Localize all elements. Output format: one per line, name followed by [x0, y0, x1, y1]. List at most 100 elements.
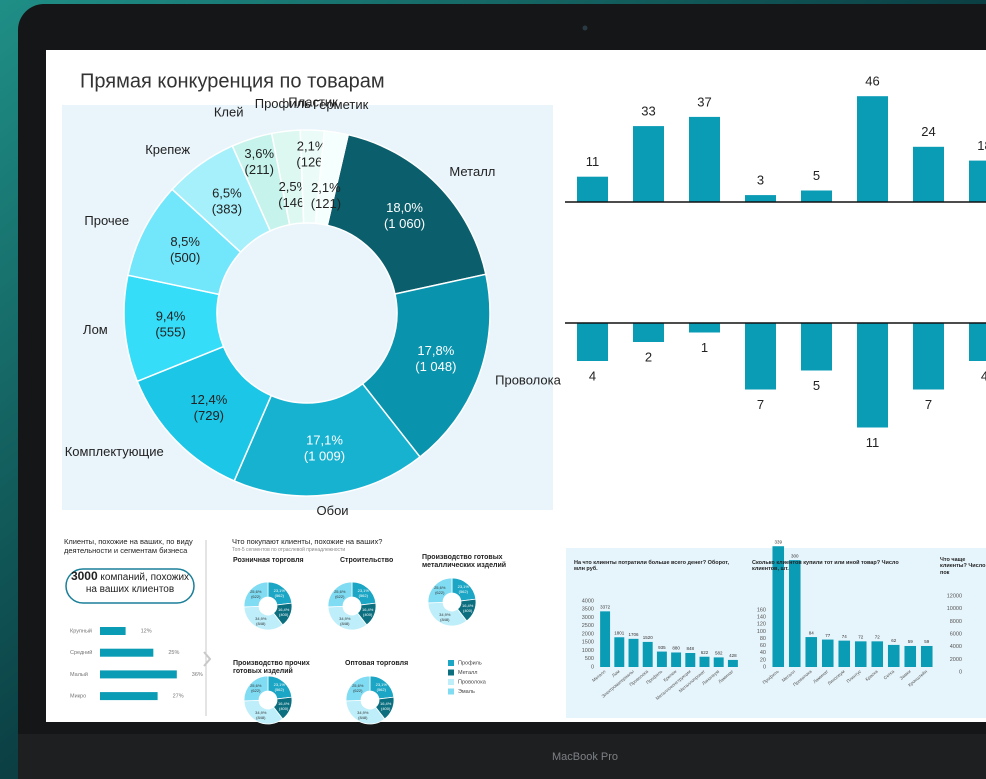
chart-title: Прямая конкуренция по товарам	[80, 70, 385, 92]
bar	[788, 560, 801, 667]
panel-title: Что чаще клиенты? Число пок	[940, 557, 986, 576]
slice-category: Пластик	[288, 95, 338, 110]
bar	[887, 644, 900, 667]
y-tick-label: 2500	[582, 623, 594, 629]
bar	[713, 657, 724, 667]
bar-value-label: 1	[701, 340, 708, 355]
donut-slice	[345, 699, 386, 725]
slice-category: Герметик	[313, 97, 369, 112]
device-label: MacBook Pro	[552, 751, 618, 763]
slice-count: (729)	[194, 408, 224, 423]
bar-value-label: 72	[858, 635, 864, 640]
bar	[633, 126, 664, 202]
legend-swatch	[448, 669, 454, 676]
y-tick-label: 4000	[582, 598, 594, 604]
slice-count: (622)	[353, 688, 363, 693]
slice-category: Крепеж	[145, 142, 190, 157]
donut-slice	[427, 601, 468, 627]
bar	[699, 656, 710, 667]
y-tick-label: 1000	[582, 648, 594, 654]
bar	[913, 323, 944, 390]
bar	[801, 323, 832, 371]
donut-slice	[326, 133, 487, 295]
slice-count: (400)	[363, 612, 373, 617]
slice-percent: 17,8%	[417, 343, 454, 358]
bar-value-label: 18	[977, 138, 986, 153]
bar	[913, 146, 944, 202]
slice-count: (562)	[377, 687, 387, 692]
slice-count: (622)	[251, 688, 261, 693]
bar-value-label: 46	[865, 74, 879, 89]
slice-count: (622)	[335, 594, 345, 599]
y-tick-label: 120	[757, 622, 766, 628]
camera	[582, 25, 588, 31]
legend-label: Профиль	[458, 660, 482, 666]
slice-percent: 8,5%	[170, 234, 200, 249]
slice-percent: 12,4%	[190, 392, 227, 407]
y-tick-label: 6000	[950, 631, 962, 637]
slice-percent: 23,1%	[274, 588, 286, 593]
slice-count: (400)	[381, 706, 391, 711]
bar	[577, 323, 608, 361]
laptop-lip	[18, 734, 986, 779]
slice-percent: 2,1%	[297, 139, 327, 154]
bar	[600, 611, 611, 667]
bar-value-label: 880	[672, 646, 680, 651]
y-tick-label: 160	[757, 607, 766, 613]
bar	[689, 323, 720, 333]
donut-slice	[327, 605, 368, 631]
panel-title: Сколько клиентов купили тот или иной тов…	[752, 560, 899, 573]
y-tick-label: 0	[763, 664, 766, 670]
slice-count: (126)	[296, 155, 326, 170]
y-tick-label: 80	[760, 636, 766, 642]
slice-percent: 9,4%	[156, 308, 186, 323]
callout-box	[65, 568, 195, 604]
bar	[857, 323, 888, 428]
donut-slice	[361, 273, 491, 459]
slice-percent: 25,6%	[434, 585, 446, 590]
legend-swatch	[448, 688, 454, 695]
category-label: Малый	[70, 671, 88, 678]
bar	[969, 160, 986, 202]
slice-count: (146)	[278, 195, 308, 210]
callout-text: компаний, похожих на ваших клиентов	[85, 572, 190, 595]
slice-percent: 16,4%	[278, 701, 290, 706]
slice-percent: 25,6%	[352, 683, 364, 688]
slice-count: (622)	[251, 594, 261, 599]
slice-percent: 6,5%	[212, 185, 242, 200]
bar-value-label: 33	[641, 104, 655, 119]
slice-percent: 34,9%	[255, 616, 267, 621]
y-tick-label: 2000	[582, 631, 594, 637]
donut-slice	[243, 581, 269, 608]
slice-percent: 34,9%	[339, 616, 351, 621]
slice-count: (555)	[155, 324, 185, 339]
y-tick-label: 100	[757, 629, 766, 635]
bar-value-label: 74	[842, 634, 848, 639]
legend-label: Проволока	[458, 679, 487, 685]
bar-value-label: 36%	[192, 672, 203, 678]
x-tick-label: Лом	[611, 669, 621, 678]
slice-count: (562)	[359, 593, 369, 598]
slice-percent: 16,4%	[380, 701, 392, 706]
slice-count: (1 048)	[415, 359, 456, 374]
slice-count: (848)	[256, 621, 266, 626]
slice-category: Клей	[214, 104, 244, 119]
bar-value-label: 77	[825, 633, 831, 638]
slice-count: (383)	[212, 201, 242, 216]
bar-value-label: 2	[645, 349, 652, 364]
slice-percent: 23,1%	[358, 588, 370, 593]
bar	[100, 692, 158, 701]
bar-value-label: 62	[891, 638, 897, 643]
y-tick-label: 500	[585, 656, 594, 662]
bar-value-label: 4	[981, 368, 986, 383]
legend-swatch	[448, 660, 454, 666]
slice-category: Металл	[449, 164, 495, 179]
callout-number: 3000	[70, 569, 98, 583]
divider-arrow	[203, 651, 212, 667]
slice-count: (1 060)	[384, 216, 425, 231]
y-tick-label: 8000	[950, 619, 962, 625]
slice-count: (400)	[279, 612, 289, 617]
segment-title: Производство прочих готовых изделий	[233, 660, 310, 676]
bar-value-label: 11	[586, 154, 600, 169]
